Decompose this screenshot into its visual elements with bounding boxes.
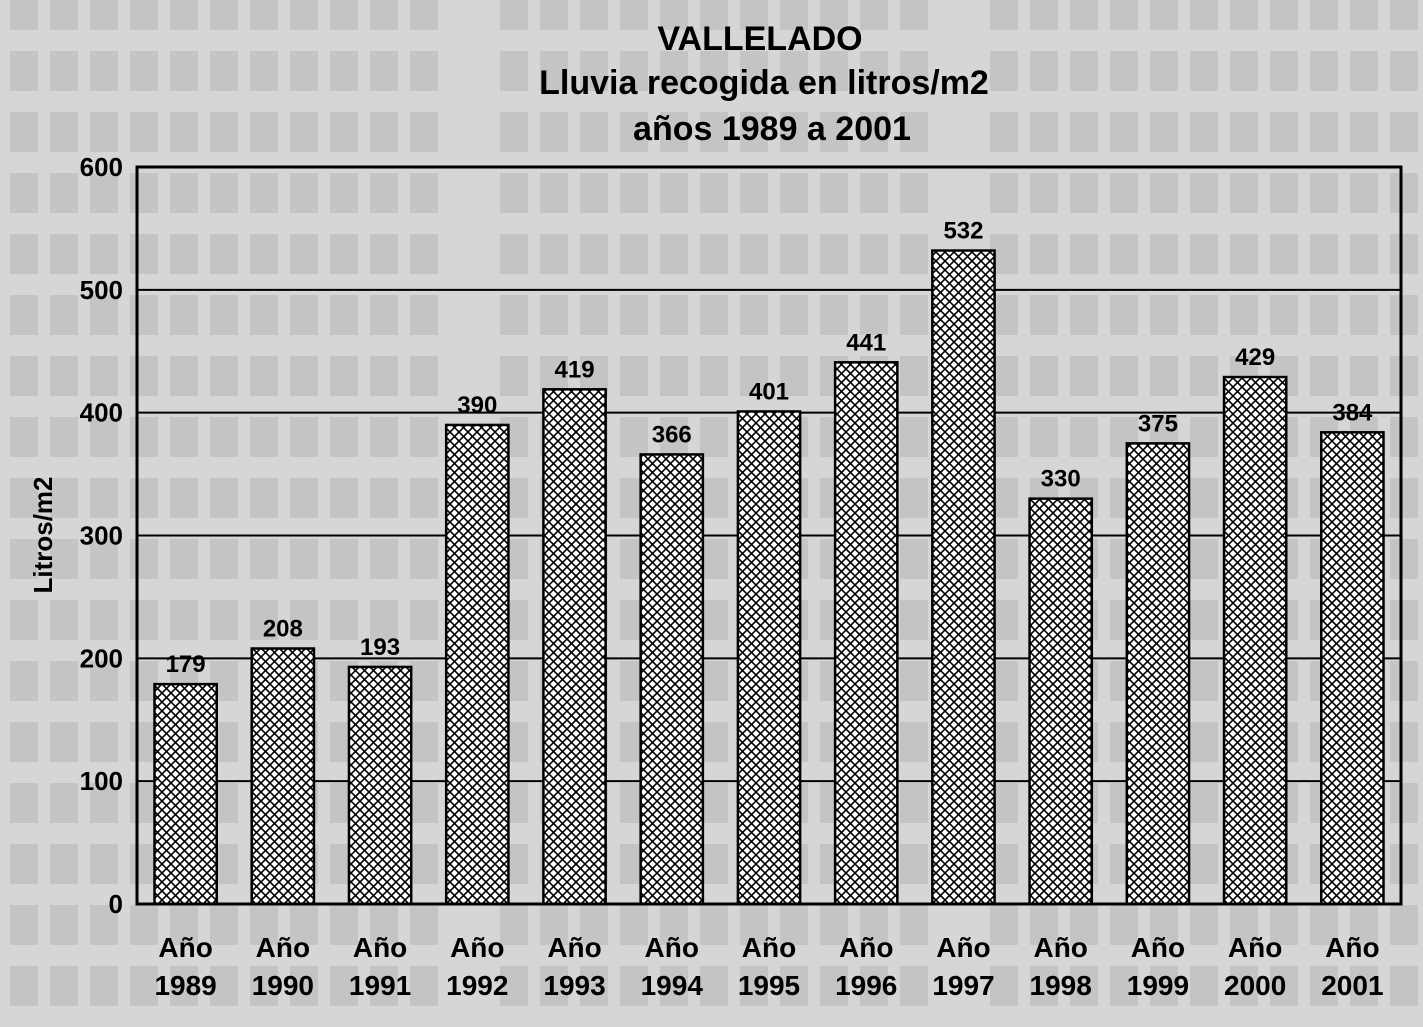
y-tick-label: 200 bbox=[80, 643, 123, 673]
bar-value-label: 419 bbox=[555, 356, 595, 383]
bar bbox=[1028, 497, 1094, 906]
y-tick-labels: 0 100 200 300 400 500 600 bbox=[80, 152, 123, 919]
x-category-label: 1996 bbox=[835, 970, 897, 1001]
bar-value-label: 441 bbox=[846, 329, 886, 356]
x-category-label: Año bbox=[1325, 932, 1379, 963]
x-category-label: Año bbox=[450, 932, 504, 963]
x-category-label: Año bbox=[839, 932, 893, 963]
title-line-1: VALLELADO bbox=[657, 20, 862, 58]
bar bbox=[931, 249, 996, 906]
x-category-label: Año bbox=[936, 932, 990, 963]
x-category-label: Año bbox=[256, 932, 310, 963]
x-category-label: 2001 bbox=[1321, 970, 1383, 1001]
x-category-label: 1999 bbox=[1127, 970, 1189, 1001]
bar-value-label: 208 bbox=[263, 616, 303, 643]
bar-value-label: 390 bbox=[457, 392, 497, 419]
x-category-label: Año bbox=[158, 932, 212, 963]
x-category-label: Año bbox=[645, 932, 699, 963]
bar-value-label: 330 bbox=[1041, 466, 1081, 493]
bar-value-label: 366 bbox=[652, 421, 692, 448]
bar bbox=[347, 665, 413, 906]
bar bbox=[250, 647, 316, 906]
bar bbox=[153, 682, 218, 906]
bar bbox=[736, 410, 802, 906]
bar-value-labels: 179 208 193 390 419 366 401 441 532 330 375 429 384 bbox=[166, 218, 1373, 679]
plot-frame bbox=[135, 165, 1403, 906]
chart-title: VALLELADO Lluvia recogida en litros/m2 a… bbox=[539, 20, 989, 148]
x-category-label: 1992 bbox=[446, 970, 508, 1001]
bar bbox=[1222, 375, 1288, 906]
x-category-label: Año bbox=[1228, 932, 1282, 963]
bar bbox=[444, 423, 510, 906]
y-tick-label: 600 bbox=[80, 152, 123, 182]
bar bbox=[1125, 442, 1191, 906]
x-category-label: 1998 bbox=[1030, 970, 1092, 1001]
x-category-label: 1994 bbox=[641, 970, 704, 1001]
x-category-label: 1993 bbox=[543, 970, 605, 1001]
x-category-label: Año bbox=[547, 932, 601, 963]
bar bbox=[833, 361, 899, 906]
x-category-label: 1997 bbox=[932, 970, 994, 1001]
x-category-label: Año bbox=[1033, 932, 1087, 963]
x-category-label: Año bbox=[742, 932, 796, 963]
x-category-label: 1989 bbox=[154, 970, 216, 1001]
x-category-label: Año bbox=[1131, 932, 1185, 963]
bar bbox=[639, 453, 705, 906]
x-category-label: Año bbox=[353, 932, 407, 963]
x-category-label: 1991 bbox=[349, 970, 411, 1001]
bar bbox=[1320, 431, 1385, 906]
bars bbox=[153, 249, 1385, 906]
title-line-2: Lluvia recogida en litros/m2 bbox=[539, 64, 989, 102]
x-category-label: 2000 bbox=[1224, 970, 1286, 1001]
bar-value-label: 532 bbox=[943, 218, 983, 245]
bar-value-label: 179 bbox=[166, 651, 206, 678]
x-category-label: 1990 bbox=[252, 970, 314, 1001]
title-line-3: años 1989 a 2001 bbox=[633, 110, 911, 148]
y-tick-label: 100 bbox=[80, 766, 123, 796]
y-tick-label: 0 bbox=[109, 889, 123, 919]
bar-value-label: 429 bbox=[1235, 344, 1275, 371]
y-tick-label: 300 bbox=[80, 521, 123, 551]
bar-value-label: 384 bbox=[1332, 399, 1373, 426]
plot-border bbox=[135, 165, 1403, 906]
bar-value-label: 375 bbox=[1138, 410, 1178, 437]
bar-value-label: 401 bbox=[749, 378, 789, 405]
bar bbox=[542, 388, 607, 906]
bar-value-label: 193 bbox=[360, 634, 400, 661]
y-axis-label: Litros/m2 bbox=[28, 476, 58, 593]
x-category-label: 1995 bbox=[738, 970, 800, 1001]
x-category-labels: Año 1989 Año 1990 Año 1991 Año 1992 Año 1993 Año 19… bbox=[154, 932, 1383, 1001]
y-tick-label: 400 bbox=[80, 398, 123, 428]
y-tick-label: 500 bbox=[80, 275, 123, 305]
